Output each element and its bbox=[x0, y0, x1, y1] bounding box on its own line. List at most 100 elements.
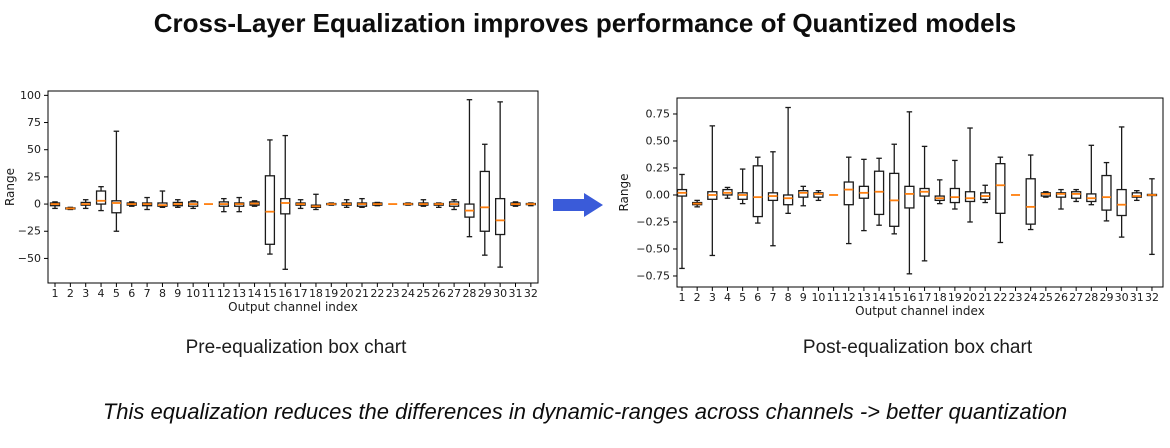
x-tick-label: 15 bbox=[263, 287, 277, 300]
x-tick-label: 17 bbox=[918, 291, 932, 304]
x-tick-label: 31 bbox=[1130, 291, 1144, 304]
x-tick-label: 28 bbox=[462, 287, 476, 300]
box-ch30 bbox=[1116, 188, 1127, 217]
y-tick-label: 75 bbox=[27, 116, 41, 129]
pre-equalization-boxplot: 100 75 50 25 0 −25 −50 1 2 3 4 5 6 7 8 9 10 11 12 13 14 15 16 1… bbox=[3, 89, 539, 314]
x-tick-label: 23 bbox=[1009, 291, 1023, 304]
y-tick-label: 0 bbox=[34, 198, 41, 211]
box-ch22 bbox=[995, 163, 1006, 214]
box-ch31 bbox=[1131, 192, 1142, 198]
post-equalization-boxplot: 0.750.500.250.00−0.25−0.50−0.751 2 3 4 5 6 7 8 9… bbox=[617, 97, 1164, 318]
box-ch16 bbox=[280, 197, 291, 215]
box-ch5 bbox=[737, 192, 748, 200]
x-tick-label: 13 bbox=[232, 287, 246, 300]
x-tick-label: 22 bbox=[370, 287, 384, 300]
x-tick-label: 18 bbox=[933, 291, 947, 304]
x-tick-label: 1 bbox=[679, 291, 686, 304]
post-chart-caption: Post-equalization box chart bbox=[802, 337, 1033, 358]
x-tick-label: 1 bbox=[52, 287, 59, 300]
x-tick-label: 13 bbox=[857, 291, 871, 304]
plot-frame bbox=[47, 90, 539, 284]
pre-chart-caption: Pre-equalization box chart bbox=[185, 337, 407, 358]
x-tick-label: 31 bbox=[509, 287, 523, 300]
box-ch19 bbox=[949, 187, 961, 204]
x-tick-label: 16 bbox=[902, 291, 916, 304]
x-tick-label: 12 bbox=[217, 287, 231, 300]
y-tick-label: 50 bbox=[27, 143, 41, 156]
x-tick-label: 4 bbox=[724, 291, 731, 304]
x-tick-label: 9 bbox=[174, 287, 181, 300]
transform-arrow bbox=[553, 193, 603, 217]
x-tick-label: 21 bbox=[355, 287, 369, 300]
x-tick-label: 10 bbox=[811, 291, 825, 304]
x-tick-label: 30 bbox=[1115, 291, 1129, 304]
x-tick-label: 5 bbox=[113, 287, 120, 300]
x-tick-label: 6 bbox=[128, 287, 135, 300]
y-tick-label: −25 bbox=[18, 225, 41, 238]
x-tick-label: 22 bbox=[993, 291, 1007, 304]
box-ch15 bbox=[264, 175, 276, 245]
box-ch10 bbox=[813, 192, 824, 198]
x-tick-label: 21 bbox=[978, 291, 992, 304]
x-tick-label: 24 bbox=[1024, 291, 1038, 304]
x-tick-label: 11 bbox=[202, 287, 216, 300]
box-ch29 bbox=[1101, 174, 1112, 211]
y-tick-label: 0.00 bbox=[646, 188, 671, 201]
x-axis-label: Output channel index bbox=[228, 300, 358, 314]
x-tick-label: 25 bbox=[1039, 291, 1053, 304]
box-ch14 bbox=[873, 170, 885, 216]
y-tick-label: −50 bbox=[18, 252, 41, 265]
y-tick-label: 0.50 bbox=[646, 134, 671, 147]
x-tick-label: 5 bbox=[739, 291, 746, 304]
x-tick-label: 27 bbox=[1069, 291, 1083, 304]
box-ch29 bbox=[479, 170, 490, 232]
y-axis-label: Range bbox=[617, 173, 631, 211]
x-tick-label: 16 bbox=[278, 287, 292, 300]
x-tick-label: 4 bbox=[98, 287, 105, 300]
box-ch5 bbox=[111, 200, 122, 214]
x-tick-label: 11 bbox=[827, 291, 841, 304]
box-ch12 bbox=[843, 181, 854, 206]
box-ch24 bbox=[1025, 178, 1036, 225]
x-tick-label: 20 bbox=[963, 291, 977, 304]
x-tick-label: 8 bbox=[159, 287, 166, 300]
arrow-right-icon bbox=[553, 193, 603, 217]
box-ch6 bbox=[752, 165, 763, 218]
x-tick-label: 18 bbox=[309, 287, 323, 300]
x-tick-label: 6 bbox=[754, 291, 761, 304]
x-axis-label: Output channel index bbox=[855, 304, 985, 318]
x-tick-label: 30 bbox=[493, 287, 507, 300]
y-tick-label: −0.50 bbox=[636, 242, 670, 255]
x-tick-label: 23 bbox=[386, 287, 400, 300]
x-tick-label: 26 bbox=[1054, 291, 1068, 304]
box-ch27 bbox=[1071, 191, 1082, 199]
x-tick-label: 15 bbox=[887, 291, 901, 304]
x-tick-label: 9 bbox=[800, 291, 807, 304]
x-tick-label: 20 bbox=[340, 287, 354, 300]
y-tick-label: 100 bbox=[20, 89, 41, 102]
box-ch9 bbox=[798, 190, 809, 198]
x-tick-label: 14 bbox=[872, 291, 886, 304]
box-ch4 bbox=[95, 190, 107, 205]
x-tick-label: 8 bbox=[785, 291, 792, 304]
x-tick-label: 26 bbox=[432, 287, 446, 300]
x-tick-label: 29 bbox=[478, 287, 492, 300]
x-tick-label: 12 bbox=[842, 291, 856, 304]
arrow-right-shape bbox=[553, 193, 603, 217]
footnote-text: This equalization reduces the difference… bbox=[102, 399, 1068, 424]
x-tick-label: 2 bbox=[694, 291, 701, 304]
x-tick-label: 14 bbox=[248, 287, 262, 300]
x-tick-label: 10 bbox=[186, 287, 200, 300]
x-tick-label: 7 bbox=[144, 287, 151, 300]
y-axis-label: Range bbox=[3, 168, 17, 206]
x-tick-label: 7 bbox=[769, 291, 776, 304]
x-tick-label: 24 bbox=[401, 287, 415, 300]
x-tick-label: 32 bbox=[1145, 291, 1159, 304]
x-tick-label: 19 bbox=[324, 287, 338, 300]
x-tick-label: 2 bbox=[67, 287, 74, 300]
box-ch26 bbox=[1055, 192, 1067, 198]
box-ch30 bbox=[494, 197, 506, 236]
y-tick-label: 0.75 bbox=[646, 107, 671, 120]
y-tick-label: 25 bbox=[27, 170, 41, 183]
